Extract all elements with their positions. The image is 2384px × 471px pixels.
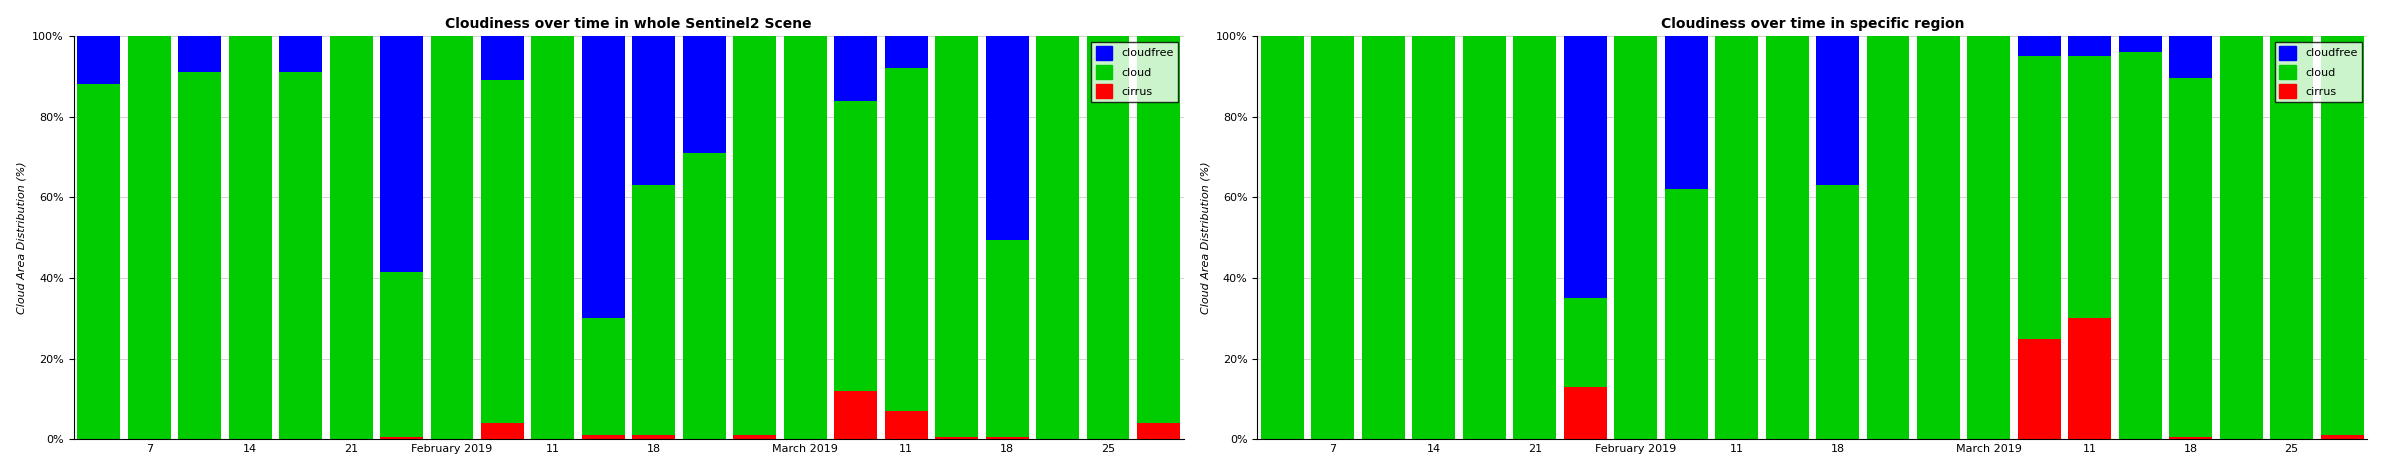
Bar: [1564, 36, 1607, 298]
Bar: [985, 240, 1028, 438]
Bar: [834, 100, 877, 391]
Bar: [2069, 36, 2112, 56]
Bar: [2169, 78, 2212, 438]
Bar: [1817, 36, 1860, 185]
Bar: [129, 36, 172, 439]
Bar: [379, 438, 422, 439]
Bar: [1311, 36, 1354, 439]
Bar: [582, 36, 625, 318]
Bar: [1037, 36, 1080, 439]
Bar: [884, 68, 927, 411]
Bar: [1514, 36, 1557, 439]
Bar: [1564, 387, 1607, 439]
Bar: [632, 185, 675, 435]
Title: Cloudiness over time in whole Sentinel2 Scene: Cloudiness over time in whole Sentinel2 …: [446, 16, 813, 31]
Bar: [2119, 52, 2162, 439]
Bar: [1967, 36, 2010, 439]
Title: Cloudiness over time in specific region: Cloudiness over time in specific region: [1662, 16, 1964, 31]
Bar: [1464, 36, 1507, 439]
Bar: [76, 36, 119, 84]
Bar: [2119, 36, 2162, 52]
Bar: [884, 36, 927, 68]
Bar: [76, 84, 119, 439]
Bar: [179, 73, 222, 439]
Bar: [1817, 185, 1860, 439]
Bar: [734, 36, 777, 435]
Bar: [279, 73, 322, 439]
Bar: [935, 438, 977, 439]
Bar: [1261, 36, 1304, 439]
Bar: [329, 36, 372, 439]
Bar: [2069, 318, 2112, 439]
Bar: [482, 423, 524, 439]
Bar: [682, 36, 725, 153]
Bar: [179, 36, 222, 73]
Bar: [1664, 36, 1707, 189]
Bar: [2069, 56, 2112, 318]
Bar: [2320, 36, 2363, 435]
Legend: cloudfree, cloud, cirrus: cloudfree, cloud, cirrus: [1092, 41, 1178, 102]
Bar: [682, 153, 725, 439]
Bar: [2320, 435, 2363, 439]
Bar: [1087, 36, 1130, 439]
Bar: [1137, 36, 1180, 423]
Bar: [432, 36, 474, 439]
Bar: [1664, 189, 1707, 439]
Bar: [734, 435, 777, 439]
Bar: [834, 36, 877, 100]
Bar: [1614, 36, 1657, 439]
Bar: [2270, 36, 2312, 439]
Y-axis label: Cloud Area Distribution (%): Cloud Area Distribution (%): [17, 162, 26, 314]
Bar: [2017, 339, 2060, 439]
Bar: [482, 36, 524, 81]
Y-axis label: Cloud Area Distribution (%): Cloud Area Distribution (%): [1199, 162, 1211, 314]
Bar: [1137, 423, 1180, 439]
Bar: [1564, 298, 1607, 387]
Bar: [1767, 36, 1809, 439]
Bar: [379, 36, 422, 272]
Bar: [1361, 36, 1404, 439]
Bar: [379, 272, 422, 438]
Bar: [582, 435, 625, 439]
Bar: [1411, 36, 1454, 439]
Bar: [884, 411, 927, 439]
Bar: [834, 391, 877, 439]
Bar: [1917, 36, 1960, 439]
Bar: [2169, 438, 2212, 439]
Bar: [632, 435, 675, 439]
Bar: [1867, 36, 1910, 439]
Bar: [985, 438, 1028, 439]
Bar: [532, 36, 575, 439]
Bar: [2017, 56, 2060, 339]
Bar: [784, 36, 827, 439]
Bar: [2017, 36, 2060, 56]
Bar: [1714, 36, 1757, 439]
Bar: [482, 81, 524, 423]
Bar: [2169, 36, 2212, 78]
Bar: [229, 36, 272, 439]
Bar: [279, 36, 322, 73]
Bar: [582, 318, 625, 435]
Bar: [985, 36, 1028, 240]
Legend: cloudfree, cloud, cirrus: cloudfree, cloud, cirrus: [2274, 41, 2363, 102]
Bar: [935, 36, 977, 438]
Bar: [2220, 36, 2262, 439]
Bar: [632, 36, 675, 185]
